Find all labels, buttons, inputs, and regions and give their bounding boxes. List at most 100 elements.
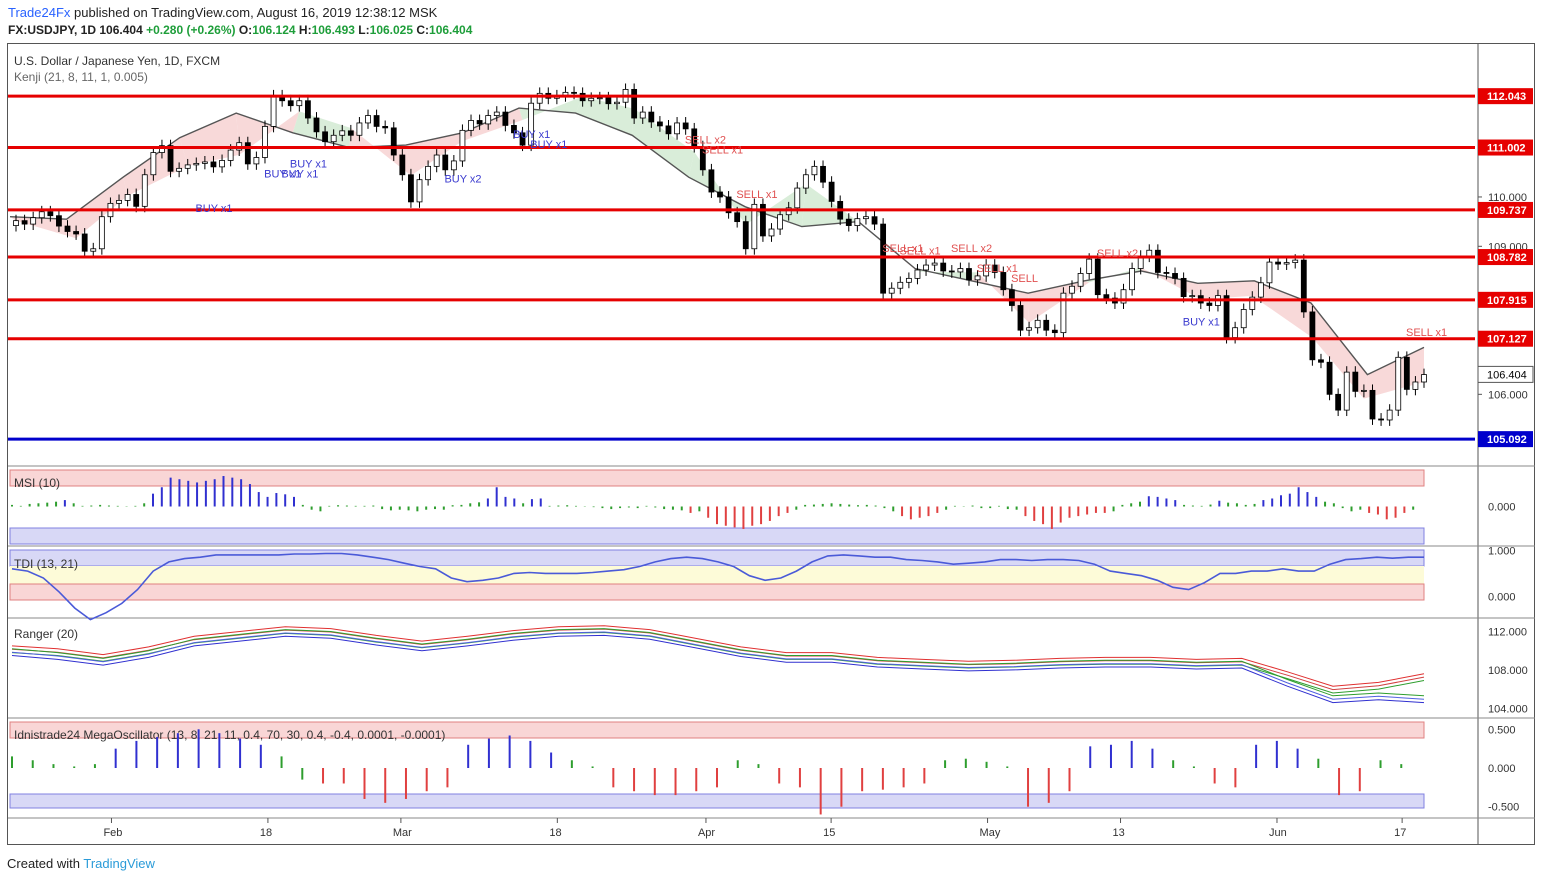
time-tick-label: Mar <box>393 827 412 839</box>
price-tick-label: 106.000 <box>1488 389 1528 401</box>
candle-body <box>1266 261 1273 284</box>
candle-body <box>1275 261 1281 265</box>
publisher-name[interactable]: Trade24Fx <box>8 5 71 20</box>
msi-lower-band <box>9 527 1425 545</box>
candle-body <box>528 102 535 146</box>
candle-body <box>665 125 672 135</box>
level-badge <box>1478 431 1533 448</box>
candle-body <box>639 111 646 119</box>
tradingview-logo[interactable]: TradingView <box>83 856 155 871</box>
signal-label: SELL x1 <box>1406 327 1447 339</box>
signal-label: SELL x2 <box>685 135 726 147</box>
candle-body <box>1386 409 1393 421</box>
candle-body <box>373 115 380 127</box>
candle-body <box>888 287 895 294</box>
candle-body <box>330 134 337 143</box>
candle-body <box>1120 289 1127 304</box>
signal-label: SELL x1 <box>882 243 923 255</box>
time-tick-label: May <box>980 827 1001 839</box>
candle-body <box>596 97 603 100</box>
candle-body <box>905 277 912 283</box>
chart-frame <box>7 43 1535 845</box>
candle-body <box>1223 295 1230 338</box>
candle-body <box>1060 292 1067 334</box>
cloud-fill <box>632 108 695 178</box>
signal-label: SELL x2 <box>1097 248 1138 260</box>
candle-body <box>141 174 148 207</box>
candle-body <box>1103 294 1110 299</box>
candle-body <box>408 174 414 203</box>
candle-body <box>1369 389 1376 420</box>
time-tick-label: 17 <box>1394 827 1406 839</box>
candle-body <box>47 211 54 217</box>
level-label: 112.043 <box>1487 91 1526 103</box>
candle-body <box>725 196 732 214</box>
candle-body <box>262 126 268 158</box>
signal-label: SELL x1 <box>736 189 777 201</box>
mega-lower-band <box>9 793 1425 809</box>
last-price-badge <box>1477 365 1534 383</box>
signal-label: BUY x1 <box>264 168 301 180</box>
candle-body <box>1378 418 1384 421</box>
low-value: 106.025 <box>369 23 414 37</box>
candle-body <box>1292 259 1299 263</box>
level-label: 111.002 <box>1487 143 1526 155</box>
ranger-tick-label: 108.000 <box>1488 665 1528 677</box>
candle-body <box>150 152 157 176</box>
ranger-title: Ranger (20) <box>14 627 78 641</box>
candle-body <box>777 214 783 230</box>
candle-body <box>1232 327 1239 338</box>
signal-label: BUY x2 <box>444 173 481 185</box>
price-change: +0.280 (+0.26%) <box>146 23 236 37</box>
candle-body <box>734 212 741 223</box>
candle-body <box>64 225 71 232</box>
candle-body <box>751 203 758 250</box>
cloud-fill <box>349 127 411 176</box>
candle-body <box>708 169 715 193</box>
candle-body <box>828 181 835 202</box>
candle-body <box>1412 381 1419 390</box>
time-tick-label: Feb <box>103 827 122 839</box>
candle-body <box>1326 361 1333 395</box>
candle-body <box>854 218 861 226</box>
cloud-fill <box>1140 267 1201 300</box>
candle-body <box>940 262 947 272</box>
level-badge <box>1478 88 1533 105</box>
candle-body <box>536 92 543 104</box>
candle-body <box>201 161 208 164</box>
candle-body <box>1086 258 1093 274</box>
candle-body <box>1335 393 1342 411</box>
candle-body <box>1017 305 1024 331</box>
candle-body <box>133 194 140 207</box>
msi-title: MSI (10) <box>14 476 60 490</box>
signal-label: SELL x1 <box>899 246 940 258</box>
cloud-fill <box>519 96 583 120</box>
mega-tick-label: -0.500 <box>1488 802 1519 814</box>
candle-body <box>493 111 500 116</box>
candle-body <box>38 211 45 219</box>
candle-body <box>682 122 689 130</box>
published-text: published on TradingView.com, August 16,… <box>74 5 438 20</box>
time-tick-label: 15 <box>823 827 835 839</box>
created-with: Created with <box>7 856 80 871</box>
signal-label: BUY x1 <box>513 129 550 141</box>
signal-label: SELL x2 <box>951 243 992 255</box>
candle-body <box>1206 302 1213 306</box>
candle-body <box>1189 295 1196 298</box>
candle-body <box>167 145 174 172</box>
publish-info: Trade24Fx published on TradingView.com, … <box>8 5 437 20</box>
candle-body <box>244 142 251 165</box>
candle-body <box>1180 277 1187 298</box>
time-tick-label: 18 <box>549 827 561 839</box>
candle-body <box>880 223 887 294</box>
candle-body <box>116 200 122 204</box>
candle-body <box>914 269 921 279</box>
level-badge <box>1478 139 1533 156</box>
candle-body <box>605 97 612 105</box>
level-badge <box>1478 330 1533 347</box>
time-tick-label: 13 <box>1113 827 1125 839</box>
level-badge <box>1478 201 1533 218</box>
candle-body <box>1352 371 1359 392</box>
candle-body <box>382 126 389 129</box>
